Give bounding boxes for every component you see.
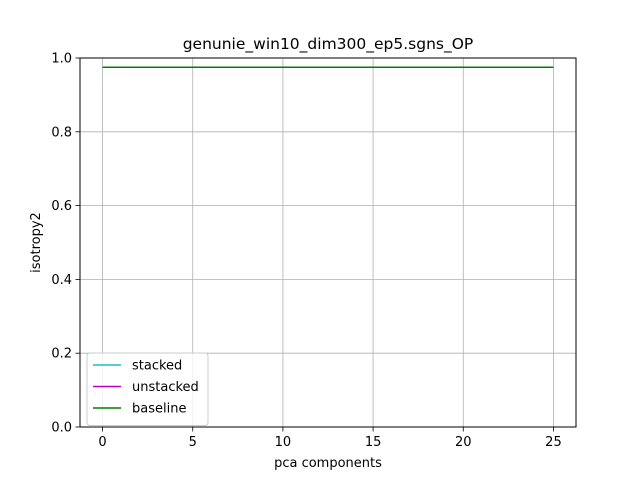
y-tick-label: 0.6: [51, 199, 72, 214]
x-tick-label: 10: [275, 435, 292, 450]
x-tick-label: 0: [98, 435, 106, 450]
legend-label-unstacked: unstacked: [132, 380, 199, 395]
x-axis-label: pca components: [274, 456, 382, 471]
plot-frame: [79, 57, 577, 428]
x-tick-label: 20: [455, 435, 472, 450]
legend-label-stacked: stacked: [132, 359, 182, 374]
y-tick-label: 0.2: [51, 347, 72, 362]
y-tick-label: 0.8: [51, 125, 72, 140]
x-tick-label: 25: [545, 435, 562, 450]
chart-title: genunie_win10_dim300_ep5.sgns_OP: [183, 35, 474, 54]
ticks: 0 5 10 15 20 25 0.0 0.2 0.4 0.6 0.8 1.0: [51, 52, 561, 451]
y-axis-label: isotropy2: [29, 212, 44, 273]
x-tick-label: 5: [189, 435, 197, 450]
y-tick-label: 1.0: [51, 52, 72, 67]
y-tick-label: 0.0: [51, 421, 72, 436]
y-tick-label: 0.4: [51, 273, 72, 288]
legend-label-baseline: baseline: [132, 402, 186, 417]
x-tick-label: 15: [365, 435, 382, 450]
legend: stacked unstacked baseline: [86, 352, 209, 426]
